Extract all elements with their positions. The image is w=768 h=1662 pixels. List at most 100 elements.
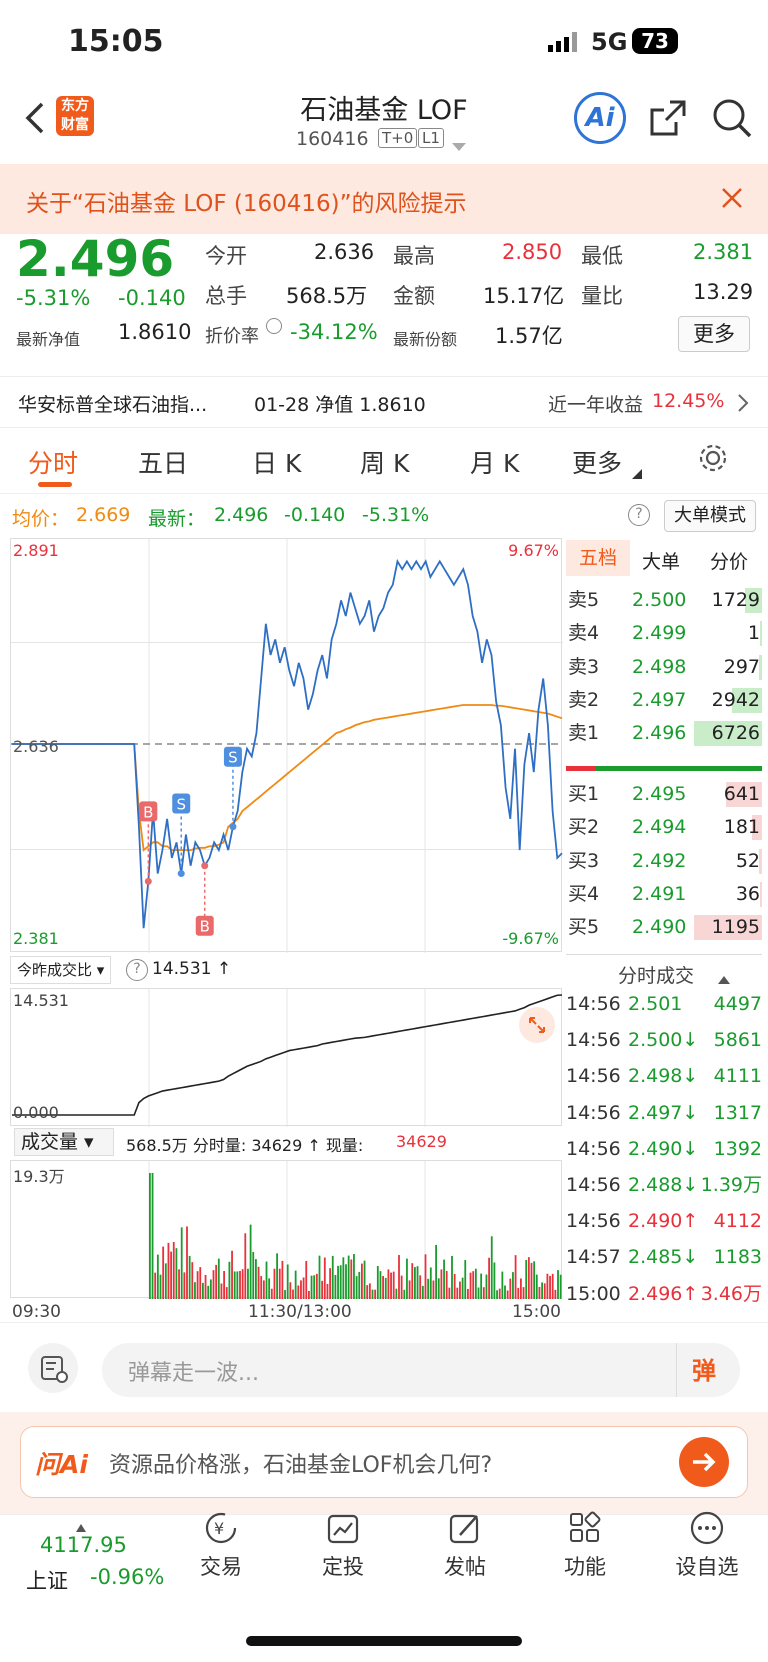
functions-icon — [570, 1511, 601, 1542]
volume-bar — [289, 1282, 292, 1299]
tick-time: 14:56 — [566, 1101, 621, 1124]
tab-price-dist[interactable]: 分价 — [710, 551, 749, 573]
ask-volume-bar — [694, 721, 762, 747]
volume-bar — [522, 1287, 525, 1299]
volume-bar — [194, 1282, 196, 1299]
tick-time: 14:56 — [566, 993, 621, 1015]
volume-bar — [262, 1280, 265, 1299]
danmu-settings-icon[interactable] — [28, 1343, 78, 1393]
index-value[interactable]: 4117.95 — [40, 1533, 127, 1557]
arrow-right-icon[interactable] — [679, 1437, 729, 1487]
tab-five-level[interactable]: 五档 — [566, 540, 630, 576]
volume-bar — [249, 1224, 252, 1299]
volume-bar — [498, 1288, 501, 1299]
more-button[interactable]: 更多 — [678, 316, 750, 352]
bid-volume-bar — [760, 881, 762, 907]
close-icon[interactable] — [720, 186, 744, 214]
ratio-header: 今昨成交比 ▾ ? 14.531 ↑ — [10, 954, 562, 988]
tracking-index-row[interactable]: 华安标普全球石油指... 01-28 净值 1.8610 近一年收益 12.45… — [0, 376, 768, 428]
tick-time: 14:56 — [566, 1029, 621, 1052]
volume-bar — [395, 1288, 398, 1299]
volume-bar — [480, 1273, 483, 1299]
tick-volume: 1317 — [713, 1101, 762, 1124]
volume-bar — [374, 1289, 377, 1299]
nav-invest-plan[interactable]: 定投 — [298, 1510, 388, 1581]
trade-marker-label: S — [176, 796, 186, 814]
volume-bar — [196, 1271, 199, 1299]
pct-min-label: -9.67% — [502, 929, 559, 948]
volume-bar — [406, 1258, 408, 1299]
volume-select[interactable]: 成交量 ▾ — [14, 1128, 114, 1156]
search-icon[interactable] — [710, 96, 754, 144]
nav-functions-label: 功能 — [564, 1555, 606, 1579]
tick-volume: 4111 — [713, 1065, 762, 1088]
volume-bar — [212, 1270, 215, 1299]
info-icon[interactable] — [266, 318, 282, 334]
tick-time: 14:56 — [566, 1210, 621, 1233]
volume-bar — [257, 1266, 260, 1299]
intraday-chart[interactable]: B S B S 2.891 2.636 2.381 9.67% -9.67% — [10, 538, 563, 953]
ratio-value: 14.531 ↑ — [152, 959, 232, 979]
volume-bar — [451, 1255, 453, 1299]
nav-add-watchlist[interactable]: 设自选 — [662, 1510, 752, 1581]
high-value: 2.850 — [502, 240, 563, 264]
ratio-select[interactable]: 今昨成交比 ▾ — [10, 956, 112, 984]
volume-bar — [488, 1257, 490, 1299]
bid-price: 2.494 — [632, 816, 687, 839]
volume-bar — [241, 1269, 244, 1299]
danmu-send-button[interactable]: 弹 — [692, 1357, 716, 1385]
volume-bar — [342, 1257, 345, 1299]
trade-marker-dot — [177, 870, 185, 878]
volume-bar — [485, 1274, 488, 1299]
ask-ai-box[interactable]: 问Ai 资源品价格涨，石油基金LOF机会几何? — [20, 1426, 748, 1498]
tab-more[interactable]: 更多 — [572, 449, 623, 478]
tab-intraday[interactable]: 分时 — [28, 449, 79, 478]
ask-level: 卖4 — [568, 622, 600, 645]
trade-marker-dot — [229, 823, 237, 831]
nav-trade[interactable]: ¥ 交易 — [176, 1510, 266, 1581]
big-order-mode-button[interactable]: 大单模式 — [664, 500, 756, 532]
volume-bar — [286, 1264, 289, 1299]
help-icon[interactable]: ? — [628, 504, 650, 526]
network-label: 5G — [591, 28, 628, 56]
share-icon[interactable] — [648, 98, 688, 142]
trade-marker-badge — [195, 915, 214, 936]
question-icon[interactable]: ? — [126, 959, 148, 981]
volume-bar — [315, 1273, 318, 1299]
dropdown-icon[interactable] — [452, 138, 466, 157]
volume-bar — [260, 1276, 263, 1299]
tab-big-order[interactable]: 大单 — [642, 551, 681, 573]
tab-weekly-k[interactable]: 周 K — [360, 449, 410, 478]
logo-line-1: 东方 — [61, 98, 89, 114]
shares-label: 最新份额 — [393, 330, 458, 349]
danmu-input[interactable]: 弹幕走一波... 弹 — [102, 1343, 740, 1397]
settings-icon[interactable] — [697, 442, 729, 478]
volume-bar — [276, 1253, 278, 1299]
tick-price: 2.500↓ — [628, 1029, 699, 1052]
volume-bar — [549, 1275, 551, 1299]
volume-bar — [368, 1283, 371, 1299]
bid-row: 买3 2.492 52 — [566, 845, 762, 878]
tab-daily-k[interactable]: 日 K — [252, 449, 302, 478]
ask-price: 2.498 — [632, 655, 687, 678]
tab-monthly-k[interactable]: 月 K — [470, 449, 520, 478]
tick-row: 14:56 2.501 4497 — [566, 986, 762, 1022]
chevron-right-icon — [736, 393, 750, 417]
tick-header[interactable]: 分时成交 — [566, 954, 762, 988]
volume-bar — [525, 1259, 528, 1299]
ai-button[interactable]: Ai — [574, 92, 626, 144]
trade-marker-label: B — [143, 803, 153, 821]
risk-banner[interactable]: 关于“石油基金 LOF (160416)”的风险提示 — [0, 164, 768, 234]
back-icon[interactable] — [20, 98, 50, 138]
nav-functions[interactable]: 功能 — [540, 1510, 630, 1581]
expand-icon[interactable] — [519, 1007, 555, 1043]
latest-value: 2.496 — [214, 504, 269, 526]
bid-volume: 1195 — [711, 916, 760, 939]
volume-bar — [151, 1173, 154, 1299]
discount-label: 折价率 — [205, 326, 259, 347]
tab-five-day[interactable]: 五日 — [138, 449, 189, 478]
tick-time: 15:00 — [566, 1282, 621, 1305]
ask-row: 卖3 2.498 297 — [566, 651, 762, 684]
nav-post[interactable]: 发帖 — [420, 1510, 510, 1581]
tick-row: 14:56 2.498↓ 4111 — [566, 1058, 762, 1094]
